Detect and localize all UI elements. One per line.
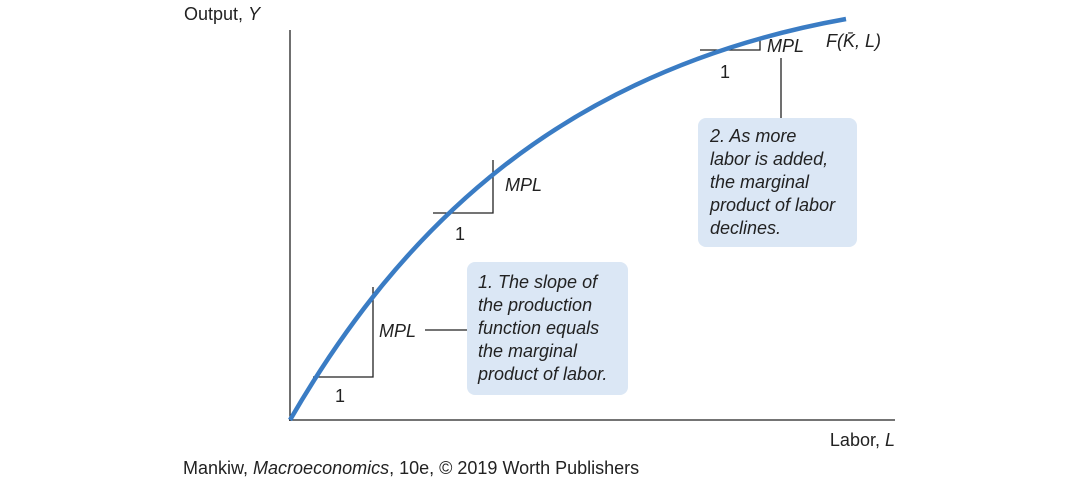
note-line: function equals xyxy=(478,318,599,338)
note-line: labor is added, xyxy=(710,149,828,169)
credit-author: Mankiw, xyxy=(183,458,248,478)
note-line: product of labor xyxy=(709,195,836,215)
mpl-label: MPL xyxy=(379,321,416,341)
production-function xyxy=(288,16,847,422)
mpl-label: MPL xyxy=(505,175,542,195)
note-line: product of labor. xyxy=(477,364,607,384)
run-label: 1 xyxy=(335,386,345,406)
credit: Mankiw, Macroeconomics, 10e, © 2019 Wort… xyxy=(183,458,639,478)
y-axis-variable: Y xyxy=(248,4,262,24)
note-line: 2. As more xyxy=(709,126,796,146)
note-line: 1. The slope of xyxy=(478,272,599,292)
note-line: the production xyxy=(478,295,592,315)
note-line: the marginal xyxy=(710,172,810,192)
x-axis-variable: L xyxy=(885,430,895,450)
credit-rest: , 10e, © 2019 Worth Publishers xyxy=(389,458,639,478)
y-axis-label: Output, Y xyxy=(184,4,262,24)
credit-book: Macroeconomics xyxy=(253,458,389,478)
note-line: the marginal xyxy=(478,341,578,361)
run-label: 1 xyxy=(455,224,465,244)
mpl-label: MPL xyxy=(767,36,804,56)
curve-label: F(K̄, L) xyxy=(826,31,881,51)
note-line: declines. xyxy=(710,218,781,238)
note-box xyxy=(467,262,628,395)
slope-triangle xyxy=(313,287,374,378)
x-axis-text: Labor, xyxy=(830,430,880,450)
run-label: 1 xyxy=(720,62,730,82)
note-box xyxy=(698,118,857,247)
slope-triangle xyxy=(433,160,494,214)
y-axis-text: Output, xyxy=(184,4,243,24)
x-axis-label: Labor, L xyxy=(830,430,895,450)
